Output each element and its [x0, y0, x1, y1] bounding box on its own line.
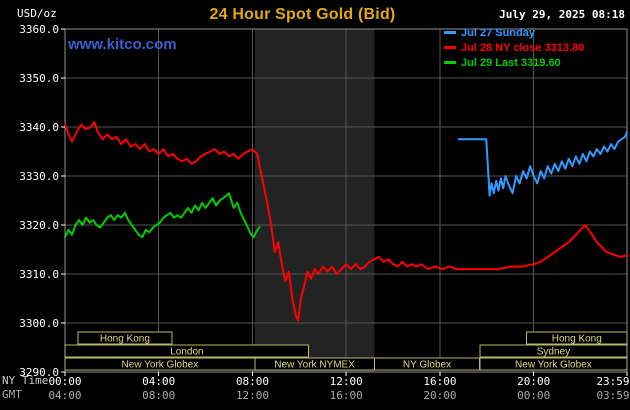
- gmt-axis-label: GMT: [2, 388, 22, 401]
- session-box-sydney: [479, 344, 628, 358]
- red-line-swatch-icon: [444, 46, 456, 49]
- chart-legend: Jul 27 Sunday Jul 28 NY close 3313.80 Ju…: [444, 25, 584, 70]
- legend-label: Jul 28 NY close 3313.80: [461, 41, 585, 54]
- nymex-session-band: [254, 29, 375, 372]
- chart-datetime: July 29, 2025 08:18: [499, 8, 625, 21]
- legend-entry-jul27: Jul 27 Sunday: [444, 25, 584, 40]
- x-label-ny: 23:59: [596, 375, 629, 388]
- blue-line-swatch-icon: [444, 31, 456, 34]
- price-line-jul28: [64, 121, 628, 322]
- legend-label: Jul 29 Last 3319.60: [461, 56, 561, 69]
- y-label: 3300.0: [19, 317, 59, 330]
- session-box-hong-kong: [526, 331, 628, 345]
- y-label: 3290.0: [19, 366, 59, 379]
- price-line-jul29: [64, 192, 261, 239]
- legend-entry-jul29: Jul 29 Last 3319.60: [444, 55, 584, 70]
- x-label-gmt: 04:00: [48, 389, 81, 402]
- x-label-ny: 12:00: [330, 375, 363, 388]
- session-label-ny-globex: NY Globex: [403, 360, 451, 371]
- x-label-gmt: 16:00: [330, 389, 363, 402]
- session-label-new-york-globex: New York Globex: [122, 360, 199, 371]
- x-label-ny: 08:00: [236, 375, 269, 388]
- session-label-new-york-globex: New York Globex: [515, 360, 592, 371]
- y-label: 3340.0: [19, 121, 59, 134]
- x-label-ny: 16:00: [423, 375, 456, 388]
- session-box-london: [64, 344, 310, 358]
- legend-entry-jul28: Jul 28 NY close 3313.80: [444, 40, 584, 55]
- x-label-gmt: 03:59: [596, 389, 629, 402]
- kitco-watermark-link[interactable]: www.kitco.com: [68, 36, 177, 53]
- session-label-new-york-nymex: New York NYMEX: [274, 360, 355, 371]
- y-label: 3330.0: [19, 170, 59, 183]
- y-axis-units-label: USD/oz: [17, 7, 57, 20]
- x-label-gmt: 12:00: [236, 389, 269, 402]
- green-line-swatch-icon: [444, 61, 456, 64]
- x-label-ny: 00:00: [48, 375, 81, 388]
- y-label: 3310.0: [19, 268, 59, 281]
- ny-time-axis-label: NY Time: [2, 374, 49, 387]
- x-label-gmt: 08:00: [142, 389, 175, 402]
- y-label: 3360.0: [19, 23, 59, 36]
- price-line-jul27: [457, 130, 628, 197]
- x-label-gmt: 20:00: [423, 389, 456, 402]
- session-label-hong-kong: Hong Kong: [100, 334, 150, 345]
- y-label: 3320.0: [19, 219, 59, 232]
- y-label: 3350.0: [19, 72, 59, 85]
- session-box-hong-kong: [77, 331, 173, 345]
- x-label-ny: 04:00: [142, 375, 175, 388]
- x-label-ny: 20:00: [517, 375, 550, 388]
- legend-label: Jul 27 Sunday: [461, 26, 535, 39]
- session-label-sydney: Sydney: [537, 347, 570, 358]
- x-label-gmt: 00:00: [517, 389, 550, 402]
- session-label-hong-kong: Hong Kong: [552, 334, 602, 345]
- chart-title: 24 Hour Spot Gold (Bid): [209, 6, 396, 23]
- session-label-london: London: [170, 347, 203, 358]
- session-box-new-york-globex: [479, 357, 628, 371]
